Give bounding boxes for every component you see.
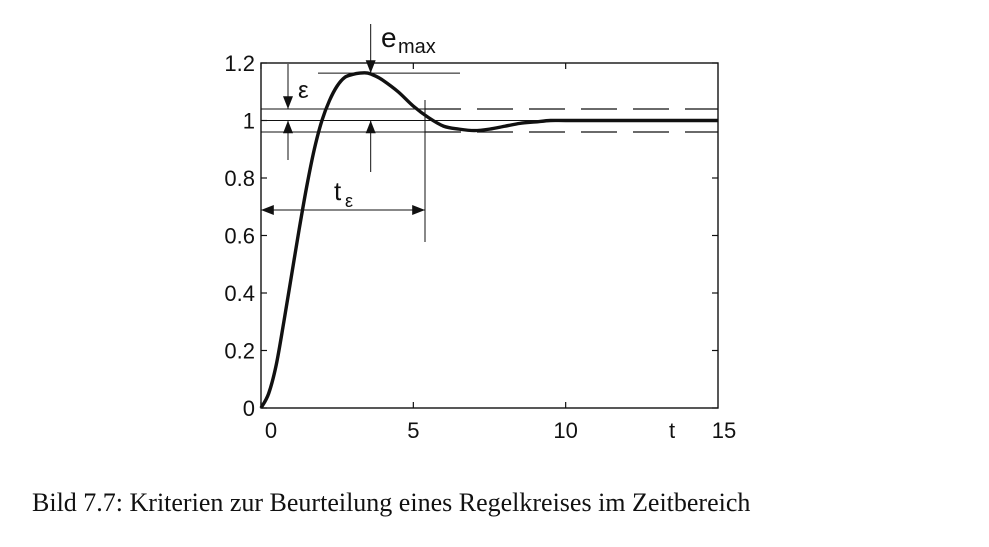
x-tick-label: 5 (407, 418, 419, 443)
x-tick-label: 15 (712, 418, 736, 443)
y-tick-label: 0.2 (224, 339, 255, 364)
teps-arrow-head-right (412, 205, 425, 215)
teps-arrow-head-left (261, 205, 274, 215)
emax-subscript: max (398, 36, 436, 58)
y-tick-label: 0.8 (224, 166, 255, 191)
y-tick-label: 0.6 (224, 224, 255, 249)
emax-label: e (381, 22, 397, 53)
y-tick-label: 1 (243, 109, 255, 134)
figure-caption: Bild 7.7: Kriterien zur Beurteilung eine… (32, 488, 751, 517)
y-tick-label: 1.2 (224, 51, 255, 76)
emax-lower-arrow-head (365, 120, 376, 134)
y-tick-label: 0.4 (224, 281, 255, 306)
epsilon-label: ε (298, 77, 309, 104)
teps-label: t (334, 176, 342, 206)
epsilon-upper-arrow-head (283, 96, 293, 109)
x-tick-label: 10 (553, 418, 577, 443)
x-tick-label: 0 (265, 418, 277, 443)
epsilon-lower-arrow-head (283, 120, 293, 134)
tick-labels: 0 0.2 0.4 0.6 0.8 1 1.2 0 5 10 15 t (224, 51, 736, 443)
series-layer (259, 71, 718, 409)
emax-arrow-head (365, 60, 376, 74)
axes (260, 62, 719, 409)
y-tick-label: 0 (243, 396, 255, 421)
teps-subscript: ε (345, 191, 353, 211)
plot-frame (260, 62, 719, 409)
x-axis-label: t (669, 418, 675, 443)
response-curve (259, 71, 718, 409)
